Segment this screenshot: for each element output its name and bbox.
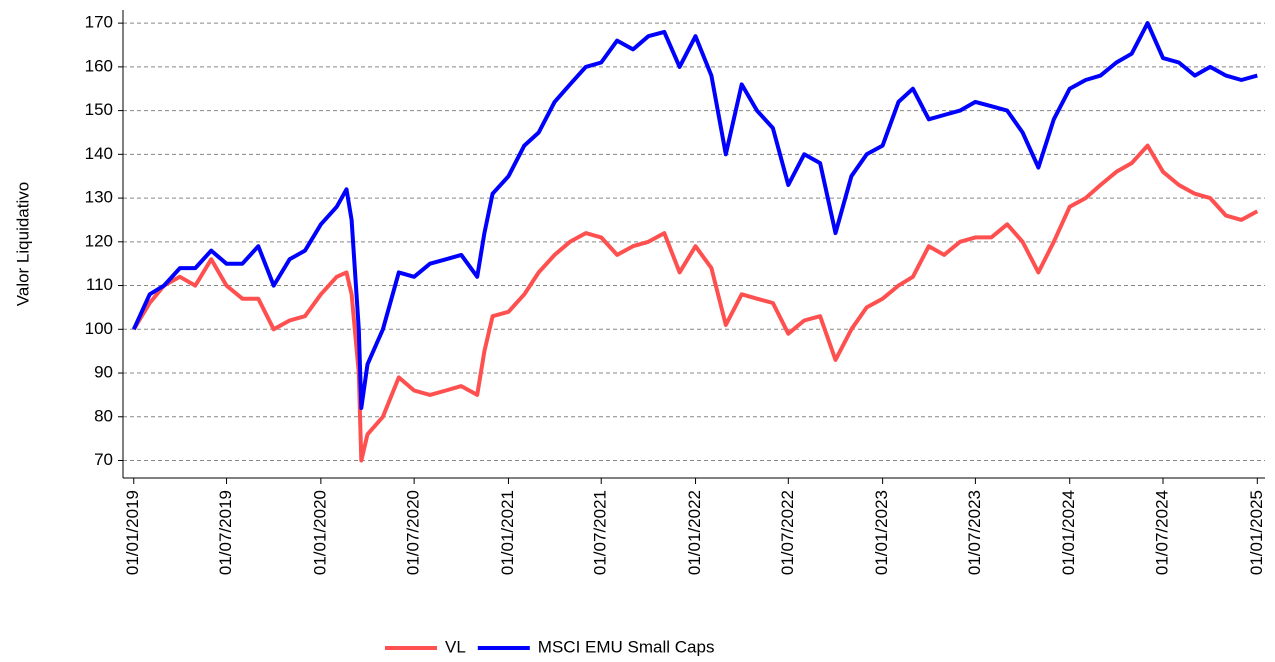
y-tick-label: 80: [94, 406, 113, 425]
x-tick-label: 01/01/2019: [123, 490, 142, 575]
y-tick-label: 150: [85, 100, 113, 119]
x-tick-label: 01/07/2021: [591, 490, 610, 575]
x-tick-label: 01/01/2020: [310, 490, 329, 575]
series-line: [132, 143, 1259, 463]
legend-label: VL: [445, 637, 466, 656]
x-tick-label: 01/01/2022: [685, 490, 704, 575]
x-tick-label: 01/07/2019: [216, 490, 235, 575]
x-tick-label: 01/01/2021: [498, 490, 517, 575]
x-tick-label: 01/07/2022: [778, 490, 797, 575]
x-tick-label: 01/01/2025: [1247, 490, 1266, 575]
y-tick-label: 160: [85, 56, 113, 75]
y-tick-label: 130: [85, 188, 113, 207]
x-tick-label: 01/07/2024: [1152, 490, 1171, 575]
y-tick-label: 110: [86, 275, 113, 294]
y-tick-label: 120: [85, 231, 113, 250]
y-axis-label: Valor Liquidativo: [13, 182, 32, 306]
y-tick-label: 140: [85, 144, 113, 163]
legend-label: MSCI EMU Small Caps: [538, 637, 715, 656]
x-tick-label: 01/07/2023: [965, 490, 984, 575]
y-tick-label: 170: [85, 13, 113, 32]
y-tick-label: 90: [94, 363, 113, 382]
series-line: [131, 21, 1258, 410]
x-tick-label: 01/07/2020: [404, 490, 423, 575]
y-tick-label: 100: [85, 319, 113, 338]
y-tick-label: 70: [94, 450, 113, 469]
x-tick-label: 01/01/2024: [1059, 490, 1078, 575]
x-tick-label: 01/01/2023: [872, 490, 891, 575]
